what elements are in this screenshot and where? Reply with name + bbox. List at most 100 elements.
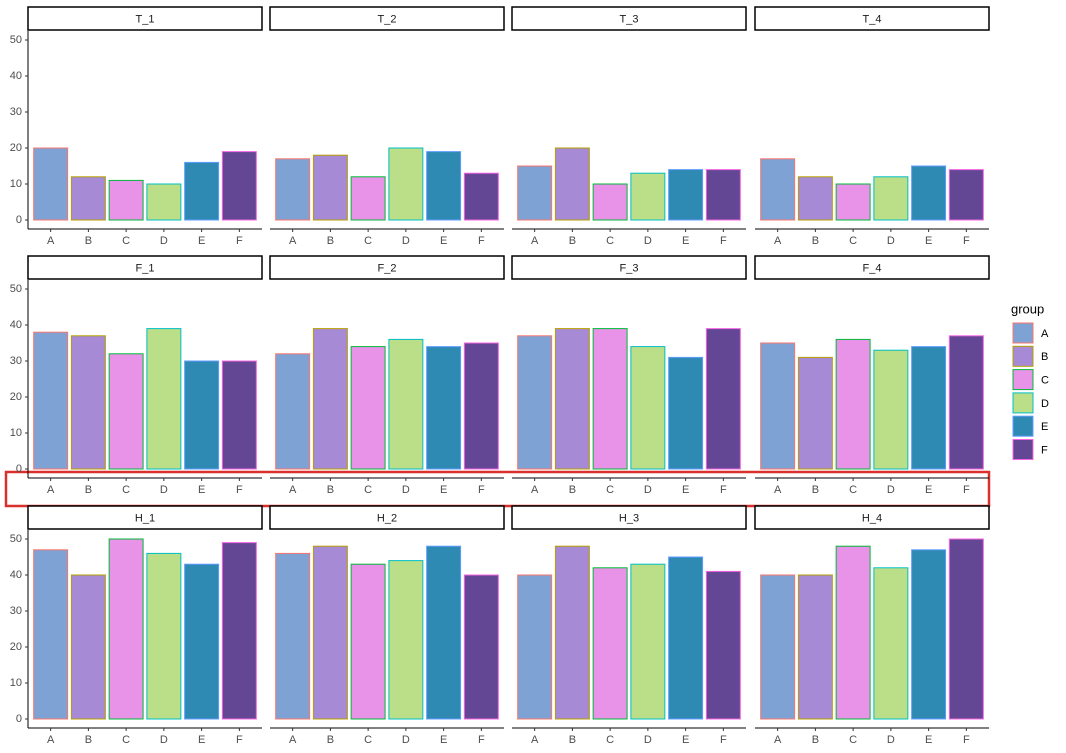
strip-title: H_2 xyxy=(377,512,397,524)
bar xyxy=(630,346,666,470)
x-tick-label: D xyxy=(402,235,410,247)
bar xyxy=(108,538,144,720)
bar xyxy=(592,183,628,221)
strip-title: H_4 xyxy=(862,512,882,524)
bar xyxy=(350,176,386,221)
y-tick-label: 10 xyxy=(10,178,22,190)
x-tick-label: F xyxy=(963,235,970,247)
strip xyxy=(269,505,505,530)
bar xyxy=(797,356,833,470)
x-tick-label: F xyxy=(963,734,970,746)
strip xyxy=(754,6,990,31)
x-tick-label: A xyxy=(47,734,55,746)
strip xyxy=(754,505,990,530)
bar xyxy=(760,158,796,221)
bar xyxy=(221,151,257,221)
y-tick-label: 0 xyxy=(16,463,22,475)
x-tick-label: A xyxy=(531,235,539,247)
x-tick-label: D xyxy=(402,484,410,496)
x-tick-label: C xyxy=(849,734,857,746)
bar xyxy=(705,169,741,221)
legend-title: group xyxy=(1011,301,1044,316)
bar xyxy=(184,360,220,470)
bar xyxy=(668,356,704,470)
bar xyxy=(33,331,69,470)
x-tick-label: C xyxy=(122,235,130,247)
strip xyxy=(27,255,263,280)
strip xyxy=(27,505,263,530)
strip-title: F_1 xyxy=(136,262,155,274)
x-tick-label: A xyxy=(47,484,55,496)
bar xyxy=(797,176,833,221)
bar xyxy=(797,574,833,720)
bar xyxy=(517,335,553,470)
y-tick-label: 40 xyxy=(10,569,22,581)
x-tick-label: E xyxy=(925,484,932,496)
y-tick-label: 20 xyxy=(10,142,22,154)
x-tick-label: F xyxy=(478,484,485,496)
y-tick-label: 20 xyxy=(10,391,22,403)
bar xyxy=(554,147,590,221)
strip-title: H_1 xyxy=(135,512,155,524)
bar xyxy=(911,549,947,720)
bar xyxy=(275,158,311,221)
x-tick-label: B xyxy=(85,484,92,496)
x-tick-label: D xyxy=(644,734,652,746)
x-tick-label: C xyxy=(849,235,857,247)
bar xyxy=(350,346,386,470)
x-tick-label: B xyxy=(569,734,576,746)
y-tick-label: 20 xyxy=(10,641,22,653)
bar xyxy=(948,335,984,470)
y-tick-label: 30 xyxy=(10,106,22,118)
y-tick-label: 0 xyxy=(16,713,22,725)
bar xyxy=(911,165,947,221)
bar xyxy=(835,338,871,470)
x-tick-label: D xyxy=(887,484,895,496)
bar xyxy=(388,147,424,221)
x-tick-label: D xyxy=(644,235,652,247)
x-tick-label: B xyxy=(85,734,92,746)
x-tick-label: C xyxy=(849,484,857,496)
x-tick-label: B xyxy=(569,484,576,496)
x-tick-label: A xyxy=(531,484,539,496)
x-tick-label: B xyxy=(812,235,819,247)
bar xyxy=(554,328,590,470)
bar xyxy=(350,563,386,720)
strip-title: T_2 xyxy=(378,13,397,25)
x-tick-label: D xyxy=(160,734,168,746)
bar xyxy=(275,552,311,720)
bar xyxy=(221,360,257,470)
strip-title: F_3 xyxy=(620,262,639,274)
bar xyxy=(835,545,871,720)
y-tick-label: 50 xyxy=(10,533,22,545)
highlight-box xyxy=(4,470,991,508)
y-tick-label: 50 xyxy=(10,34,22,46)
x-tick-label: E xyxy=(682,734,689,746)
x-tick-label: E xyxy=(440,484,447,496)
bar xyxy=(517,165,553,221)
y-tick-label: 10 xyxy=(10,427,22,439)
y-tick-label: 10 xyxy=(10,677,22,689)
x-tick-label: A xyxy=(774,484,782,496)
x-tick-label: E xyxy=(198,484,205,496)
x-tick-label: F xyxy=(478,734,485,746)
bar xyxy=(146,328,182,470)
bar xyxy=(911,346,947,470)
bar xyxy=(312,328,348,470)
legend-key xyxy=(1012,415,1034,437)
bar xyxy=(630,563,666,720)
bar xyxy=(592,567,628,720)
x-tick-label: E xyxy=(198,734,205,746)
x-tick-label: A xyxy=(531,734,539,746)
x-tick-label: D xyxy=(887,235,895,247)
bar xyxy=(221,542,257,720)
bar xyxy=(426,346,462,470)
bar xyxy=(312,545,348,720)
x-tick-label: C xyxy=(606,235,614,247)
legend-label: B xyxy=(1041,351,1048,363)
bar xyxy=(426,151,462,221)
y-tick-label: 30 xyxy=(10,355,22,367)
x-tick-label: E xyxy=(925,235,932,247)
bar xyxy=(463,342,499,470)
legend-label: F xyxy=(1041,444,1048,456)
